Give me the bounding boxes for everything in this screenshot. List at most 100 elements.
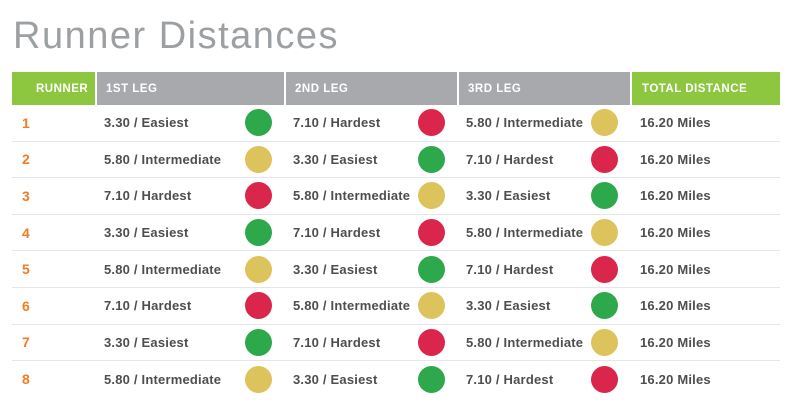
column-header-runner: RUNNER — [12, 72, 95, 105]
difficulty-dot-easiest — [591, 292, 618, 320]
leg-cell: 3.30 / Easiest — [97, 105, 284, 141]
leg-value: 7.10 / Hardest — [293, 334, 381, 350]
leg-cell: 5.80 / Intermediate — [286, 178, 457, 214]
difficulty-dot-intermediate — [591, 219, 618, 247]
difficulty-dot-easiest — [418, 255, 445, 283]
table-row: 1 3.30 / Easiest 7.10 / Hardest 5.80 / I… — [12, 105, 780, 142]
difficulty-dot-easiest — [418, 145, 445, 173]
leg-value: 7.10 / Hardest — [104, 298, 192, 314]
leg-cell: 5.80 / Intermediate — [286, 288, 457, 324]
leg-value: 5.80 / Intermediate — [293, 298, 411, 314]
column-header-3rd-leg: 3RD LEG — [459, 72, 630, 105]
leg-cell: 3.30 / Easiest — [286, 142, 457, 178]
difficulty-dot-hardest — [591, 255, 618, 283]
leg-cell: 3.30 / Easiest — [286, 361, 457, 398]
difficulty-dot-intermediate — [418, 182, 445, 210]
leg-value: 3.30 / Easiest — [466, 298, 551, 314]
leg-cell: 7.10 / Hardest — [459, 361, 630, 398]
table-row: 5 5.80 / Intermediate 3.30 / Easiest 7.1… — [12, 251, 780, 288]
leg-cell: 5.80 / Intermediate — [97, 142, 284, 178]
leg-value: 3.30 / Easiest — [104, 225, 189, 241]
total-distance-cell: 16.20 Miles — [632, 288, 780, 324]
leg-cell: 7.10 / Hardest — [97, 178, 284, 214]
leg-cell: 7.10 / Hardest — [286, 215, 457, 251]
leg-cell: 7.10 / Hardest — [286, 325, 457, 361]
table-body: 1 3.30 / Easiest 7.10 / Hardest 5.80 / I… — [12, 105, 780, 398]
leg-value: 5.80 / Intermediate — [466, 334, 584, 350]
table-row: 3 7.10 / Hardest 5.80 / Intermediate 3.3… — [12, 178, 780, 215]
leg-value: 5.80 / Intermediate — [104, 261, 222, 277]
leg-cell: 5.80 / Intermediate — [97, 361, 284, 398]
leg-cell: 5.80 / Intermediate — [459, 215, 630, 251]
total-distance-cell: 16.20 Miles — [632, 178, 780, 214]
runner-number: 6 — [22, 297, 30, 314]
column-header-2nd-leg: 2ND LEG — [286, 72, 457, 105]
runner-number: 2 — [22, 151, 30, 168]
leg-value: 5.80 / Intermediate — [293, 188, 411, 204]
difficulty-dot-hardest — [245, 182, 272, 210]
difficulty-dot-hardest — [591, 145, 618, 173]
difficulty-dot-hardest — [591, 365, 618, 393]
difficulty-dot-easiest — [418, 365, 445, 393]
difficulty-dot-easiest — [245, 328, 272, 356]
total-distance-cell: 16.20 Miles — [632, 361, 780, 398]
difficulty-dot-easiest — [245, 109, 272, 137]
runner-number: 3 — [22, 187, 30, 204]
leg-cell: 7.10 / Hardest — [459, 251, 630, 287]
total-distance-cell: 16.20 Miles — [632, 325, 780, 361]
leg-value: 7.10 / Hardest — [293, 225, 381, 241]
leg-value: 3.30 / Easiest — [104, 115, 189, 131]
difficulty-dot-hardest — [418, 328, 445, 356]
difficulty-dot-intermediate — [245, 365, 272, 393]
runner-distances-table: RUNNER 1ST LEG 2ND LEG 3RD LEG TOTAL DIS… — [12, 72, 780, 398]
difficulty-dot-intermediate — [591, 328, 618, 356]
leg-value: 7.10 / Hardest — [466, 261, 554, 277]
total-distance-value: 16.20 Miles — [640, 261, 711, 277]
leg-cell: 3.30 / Easiest — [286, 251, 457, 287]
total-distance-cell: 16.20 Miles — [632, 215, 780, 251]
page-title: Runner Distances — [13, 15, 340, 57]
leg-cell: 7.10 / Hardest — [459, 142, 630, 178]
total-distance-value: 16.20 Miles — [640, 371, 711, 387]
column-header-1st-leg: 1ST LEG — [97, 72, 284, 105]
difficulty-dot-hardest — [418, 219, 445, 247]
difficulty-dot-intermediate — [245, 255, 272, 283]
leg-value: 5.80 / Intermediate — [104, 371, 222, 387]
total-distance-value: 16.20 Miles — [640, 151, 711, 167]
leg-value: 7.10 / Hardest — [293, 115, 381, 131]
difficulty-dot-intermediate — [418, 292, 445, 320]
total-distance-cell: 16.20 Miles — [632, 251, 780, 287]
difficulty-dot-easiest — [245, 219, 272, 247]
leg-cell: 5.80 / Intermediate — [459, 325, 630, 361]
leg-cell: 3.30 / Easiest — [459, 288, 630, 324]
leg-value: 3.30 / Easiest — [104, 334, 189, 350]
difficulty-dot-easiest — [591, 182, 618, 210]
runner-number: 4 — [22, 224, 30, 241]
leg-cell: 3.30 / Easiest — [459, 178, 630, 214]
leg-value: 5.80 / Intermediate — [104, 151, 222, 167]
leg-cell: 5.80 / Intermediate — [97, 251, 284, 287]
difficulty-dot-intermediate — [245, 145, 272, 173]
table-row: 8 5.80 / Intermediate 3.30 / Easiest 7.1… — [12, 361, 780, 398]
table-row: 4 3.30 / Easiest 7.10 / Hardest 5.80 / I… — [12, 215, 780, 252]
runner-number: 7 — [22, 334, 30, 351]
leg-cell: 3.30 / Easiest — [97, 215, 284, 251]
leg-value: 7.10 / Hardest — [466, 151, 554, 167]
difficulty-dot-intermediate — [591, 109, 618, 137]
leg-value: 5.80 / Intermediate — [466, 115, 584, 131]
leg-value: 3.30 / Easiest — [293, 371, 378, 387]
leg-value: 7.10 / Hardest — [466, 371, 554, 387]
total-distance-cell: 16.20 Miles — [632, 105, 780, 141]
difficulty-dot-hardest — [245, 292, 272, 320]
leg-cell: 7.10 / Hardest — [97, 288, 284, 324]
table-row: 7 3.30 / Easiest 7.10 / Hardest 5.80 / I… — [12, 325, 780, 362]
total-distance-value: 16.20 Miles — [640, 188, 711, 204]
total-distance-value: 16.20 Miles — [640, 298, 711, 314]
total-distance-cell: 16.20 Miles — [632, 142, 780, 178]
runner-number: 8 — [22, 371, 30, 388]
total-distance-value: 16.20 Miles — [640, 334, 711, 350]
table-header-row: RUNNER 1ST LEG 2ND LEG 3RD LEG TOTAL DIS… — [12, 72, 780, 105]
table-row: 6 7.10 / Hardest 5.80 / Intermediate 3.3… — [12, 288, 780, 325]
table-row: 2 5.80 / Intermediate 3.30 / Easiest 7.1… — [12, 142, 780, 179]
